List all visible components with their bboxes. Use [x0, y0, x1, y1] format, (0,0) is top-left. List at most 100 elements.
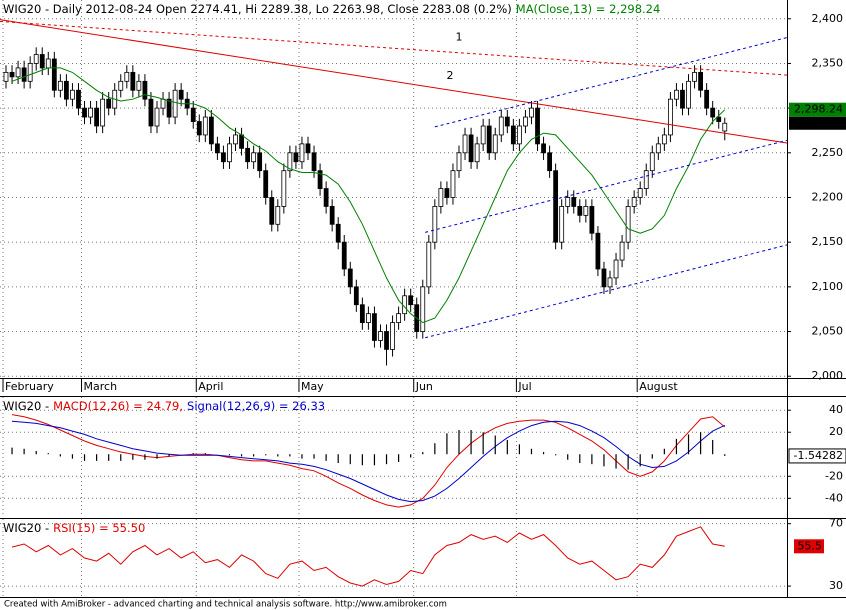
candle-body: [275, 206, 281, 225]
candle-body: [263, 170, 269, 198]
candle-body: [553, 170, 559, 243]
series-line: [11, 67, 726, 324]
candle-body: [529, 107, 534, 118]
candle-body: [100, 98, 106, 127]
candle-body: [541, 143, 546, 154]
y-tick-label: -40: [825, 491, 843, 504]
candle-body: [408, 295, 414, 306]
candle-body: [510, 125, 516, 145]
candle-body: [233, 134, 238, 145]
candle-body: [426, 241, 432, 288]
legend-entry: MA(Close,13) = 2,298.24: [516, 2, 661, 16]
candle-body: [76, 89, 81, 109]
candle-body: [661, 134, 667, 145]
candle-body: [686, 80, 691, 109]
candle-body: [450, 170, 456, 198]
candle-body: [142, 80, 148, 100]
candle-body: [347, 268, 353, 288]
candle-body: [668, 98, 673, 136]
candle-body: [390, 322, 395, 350]
candle-body: [335, 223, 341, 243]
candle-body: [33, 54, 39, 64]
candle-body: [480, 125, 486, 145]
candle-body: [190, 107, 196, 122]
candle-body: [583, 206, 589, 216]
candle-body: [57, 80, 63, 91]
legend-entry: RSI(15) = 55.50: [53, 521, 145, 535]
candle-body: [517, 125, 522, 145]
candle-body: [15, 67, 21, 78]
candle-body: [396, 313, 402, 323]
candle-body: [148, 98, 154, 127]
candle-body: [655, 143, 661, 154]
candle-body: [130, 71, 136, 91]
candle-body: [601, 268, 607, 288]
trend-line: [425, 244, 788, 339]
candle-body: [432, 206, 438, 243]
candle-body: [372, 313, 377, 341]
candle-body: [619, 241, 625, 261]
candle-body: [329, 206, 335, 225]
last-value-box: [789, 116, 846, 130]
candle-body: [698, 71, 703, 91]
series-line: [11, 526, 725, 587]
candle-body: [124, 71, 130, 82]
legend-entry: Signal(12,26,9) = 26.33: [187, 399, 325, 413]
candle-body: [214, 143, 220, 154]
y-tick-label: 2,150: [812, 235, 844, 248]
candle-body: [118, 80, 124, 91]
panel-title: WIG20 - Daily 2012-08-24 Open 2274.41, H…: [3, 2, 660, 16]
candle-body: [613, 259, 619, 279]
candle-body: [172, 89, 178, 118]
series-line: [11, 420, 726, 503]
trend-line: [425, 139, 788, 233]
candle-body: [625, 206, 631, 243]
y-tick-label: 40: [829, 403, 843, 416]
candle-body: [722, 122, 728, 132]
candle-body: [221, 152, 226, 163]
last-value-label: 2,298.24: [794, 103, 843, 116]
candle-body: [317, 170, 323, 189]
last-value-box: [794, 539, 824, 554]
candle-body: [27, 63, 33, 82]
x-tick-label: Jul: [517, 380, 531, 393]
candle-body: [64, 80, 69, 100]
candle-body: [486, 125, 492, 154]
candle-body: [196, 121, 202, 136]
candle-body: [70, 89, 75, 100]
legend-entry: MACD(12,26) = 24.79,: [53, 399, 183, 413]
candle-body: [51, 58, 57, 91]
last-value-label: 55.5: [798, 539, 823, 552]
candle-body: [299, 143, 305, 163]
candle-body: [257, 152, 263, 172]
panel-title: WIG20 - RSI(15) = 55.50: [3, 521, 145, 535]
candle-body: [571, 197, 577, 207]
y-tick-label: 2,050: [812, 325, 844, 338]
candle-body: [202, 116, 208, 136]
candle-body: [692, 71, 697, 82]
candle-body: [45, 58, 51, 69]
candle-body: [456, 152, 462, 172]
candle-body: [716, 116, 722, 122]
candle-body: [3, 71, 9, 82]
candle-body: [420, 286, 426, 332]
candle-body: [136, 80, 142, 91]
last-value-label: 2,283.08: [794, 116, 843, 129]
candle-body: [589, 206, 595, 234]
candle-body: [208, 116, 214, 145]
x-tick-label: March: [84, 380, 118, 393]
candle-body: [649, 152, 655, 172]
series-line: [11, 414, 726, 508]
candle-body: [523, 116, 528, 127]
x-tick-label: August: [639, 380, 678, 393]
candle-body: [559, 206, 565, 243]
candle-body: [359, 304, 365, 323]
candle-body: [474, 143, 480, 163]
title: WIG20 - Daily 2012-08-24 Open 2274.41, H…: [3, 2, 512, 16]
candle-body: [106, 98, 112, 109]
candle-body: [245, 147, 251, 163]
y-tick-label: 2,250: [812, 146, 844, 159]
candle-body: [251, 152, 257, 163]
candle-body: [293, 152, 299, 163]
